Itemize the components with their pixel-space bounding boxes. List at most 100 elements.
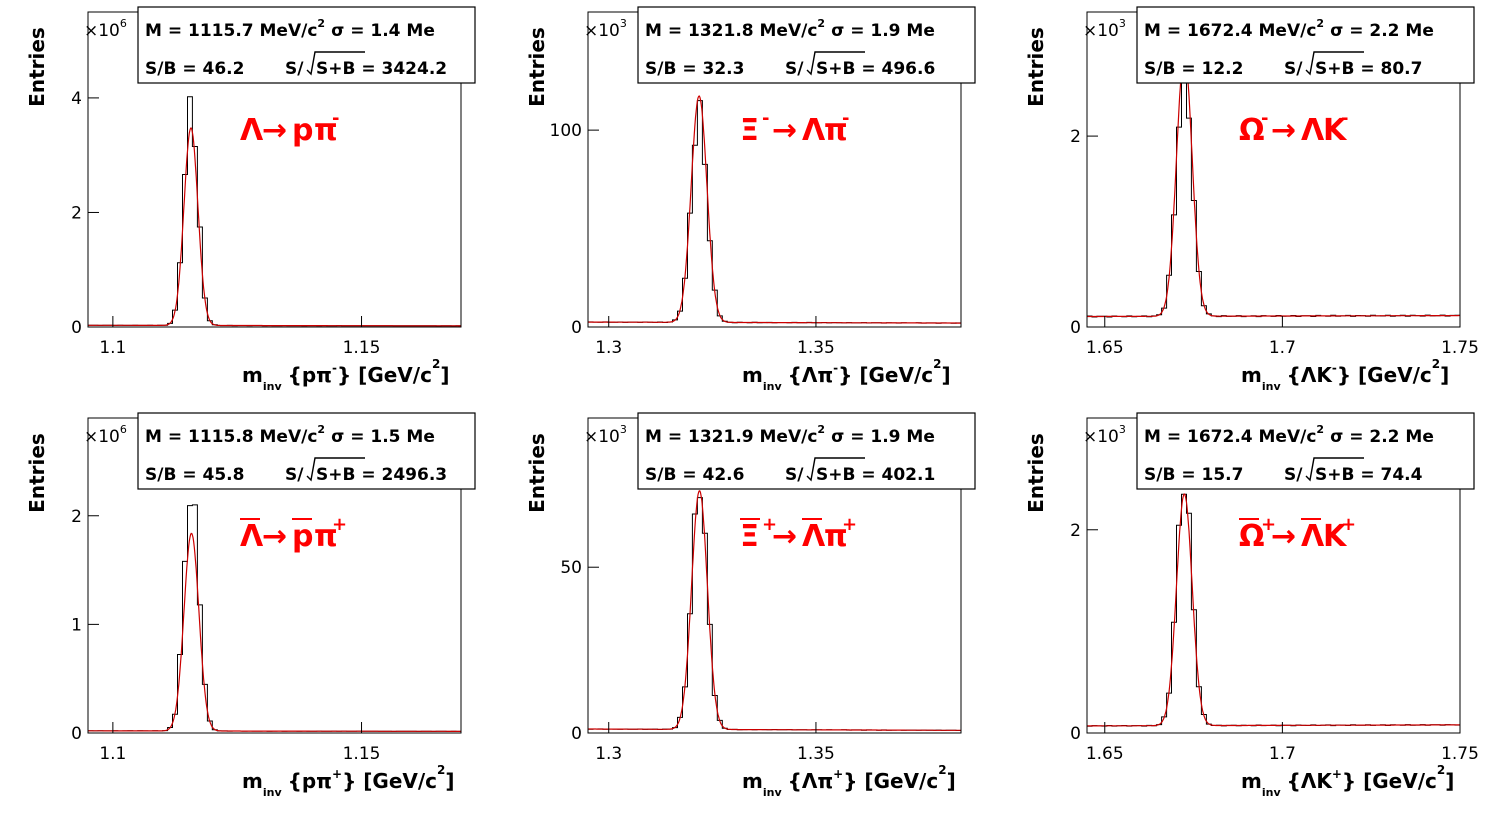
stats-line-mass: M = 1115.8 MeV/c2 σ = 1.5 Me bbox=[145, 423, 435, 447]
stats-box: M = 1321.8 MeV/c2 σ = 1.9 MeS/B = 32.3 S/S… bbox=[637, 6, 976, 84]
exponent-label: ×103 bbox=[1083, 423, 1126, 447]
x-axis-power: 2 bbox=[437, 763, 445, 777]
decay-mother: Ω bbox=[1239, 519, 1265, 554]
sqrt-sign bbox=[306, 457, 365, 482]
sqrt-sign bbox=[806, 457, 865, 482]
x-tick-label: 1.7 bbox=[1269, 338, 1296, 358]
x-tick-label: 1.65 bbox=[1086, 744, 1124, 764]
x-axis-sub: inv bbox=[1262, 786, 1282, 799]
stats-sigma: σ = 1.4 Me bbox=[331, 21, 435, 41]
stats-box: M = 1115.8 MeV/c2 σ = 1.5 Me S/B = 45.8 S/S… bbox=[137, 412, 476, 490]
decay-daughter-charge: - bbox=[1341, 108, 1348, 129]
stats-sigma: σ = 1.9 Me bbox=[831, 21, 935, 41]
stats-box-frame bbox=[137, 6, 476, 84]
x-axis-close: ] bbox=[1440, 363, 1449, 387]
decay-label: Ω- → ΛK- bbox=[1239, 108, 1348, 148]
y-axis-label: Entries bbox=[25, 433, 49, 513]
decay-label: Ω+→ ΛK+ bbox=[1239, 514, 1356, 554]
x-axis-arg: {ΛK bbox=[1287, 769, 1334, 793]
x-tick-label: 1.35 bbox=[797, 744, 835, 764]
decay-arrow: → bbox=[1271, 519, 1296, 554]
stats-significance: S+B = 2496.3 bbox=[316, 465, 447, 485]
stats-box: M = 1672.4 MeV/c2 σ = 2.2 MeS/B = 15.7 S/S… bbox=[1136, 412, 1475, 490]
x-tick-label: 1.75 bbox=[1441, 338, 1479, 358]
x-axis-charge: - bbox=[833, 361, 838, 375]
sqrt-sign bbox=[1305, 457, 1364, 482]
stats-sigma: σ = 2.2 Me bbox=[1330, 427, 1434, 447]
decay-daughter-1: p bbox=[292, 519, 313, 554]
x-axis-label: minv {pπ+} [GeV/c2] bbox=[242, 763, 455, 799]
x-axis-sub: inv bbox=[263, 786, 283, 799]
x-axis-close: ] bbox=[440, 363, 449, 387]
stats-significance-prefix: S/ bbox=[1284, 465, 1303, 485]
stats-significance-prefix: S/ bbox=[785, 465, 804, 485]
x-axis-close: ] bbox=[941, 363, 950, 387]
fit-curve bbox=[588, 490, 961, 731]
stats-line-mass: M = 1672.4 MeV/c2 σ = 2.2 Me bbox=[1144, 423, 1434, 447]
stats-line-sb: S/B = 42.6 bbox=[645, 465, 744, 485]
stats-box-frame bbox=[637, 6, 976, 84]
stats-power: 2 bbox=[1316, 17, 1324, 30]
x-tick-label: 1.3 bbox=[595, 744, 622, 764]
decay-daughter-2: π bbox=[824, 519, 848, 554]
stats-line-mass: M = 1672.4 MeV/c2 σ = 2.2 Me bbox=[1144, 17, 1434, 41]
decay-daughter-2: K bbox=[1323, 113, 1348, 148]
stats-line-mass: M = 1321.9 MeV/c2 σ = 1.9 Me bbox=[645, 423, 935, 447]
x-axis-sub: inv bbox=[763, 380, 783, 393]
x-axis-unit: } [GeV/c bbox=[1337, 363, 1432, 387]
fit-curve bbox=[1087, 493, 1460, 727]
stats-line-mass: M = 1115.7 MeV/c2 σ = 1.4 Me bbox=[145, 17, 435, 41]
y-tick-label: 2 bbox=[1070, 127, 1081, 147]
decay-arrow: → bbox=[262, 519, 287, 554]
x-tick-label: 1.15 bbox=[343, 338, 381, 358]
x-tick-label: 1.35 bbox=[797, 338, 835, 358]
decay-mother-charge: - bbox=[1261, 108, 1268, 129]
x-tick-label: 1.3 bbox=[595, 338, 622, 358]
decay-daughter-2: π bbox=[314, 519, 338, 554]
decay-daughter-2: π bbox=[824, 113, 848, 148]
stats-sigma: σ = 1.9 Me bbox=[831, 427, 935, 447]
stats-power: 2 bbox=[1316, 423, 1324, 436]
x-tick-label: 1.7 bbox=[1269, 744, 1296, 764]
x-axis-charge: + bbox=[1332, 767, 1342, 781]
x-axis-label: minv {ΛK+} [GeV/c2] bbox=[1241, 763, 1454, 799]
x-tick-label: 1.65 bbox=[1086, 338, 1124, 358]
x-axis-sub: inv bbox=[1262, 380, 1282, 393]
x-axis-unit: } [GeV/c bbox=[1342, 769, 1437, 793]
fit-curve bbox=[588, 95, 961, 324]
x-axis-unit: } [GeV/c bbox=[337, 363, 432, 387]
x-tick-label: 1.75 bbox=[1441, 744, 1479, 764]
stats-sigma: σ = 1.5 Me bbox=[331, 427, 435, 447]
x-axis-power: 2 bbox=[933, 357, 941, 371]
stats-significance-prefix: S/ bbox=[285, 465, 304, 485]
y-axis-label: Entries bbox=[1024, 433, 1048, 513]
sqrt-sign bbox=[306, 51, 365, 76]
y-tick-label: 0 bbox=[1070, 724, 1081, 744]
decay-daughter-1: Λ bbox=[802, 113, 826, 148]
decay-label: Ξ - → Λπ- bbox=[740, 108, 849, 148]
x-axis-arg: {ΛK bbox=[1287, 363, 1334, 387]
stats-line-sb: S/B = 45.8 bbox=[145, 465, 244, 485]
decay-daughter-charge: - bbox=[332, 108, 339, 129]
x-axis-unit: } [GeV/c bbox=[843, 769, 938, 793]
decay-arrow: → bbox=[772, 519, 797, 554]
fit-curve bbox=[88, 532, 461, 732]
stats-box-frame bbox=[637, 412, 976, 490]
decay-daughter-charge: + bbox=[1341, 514, 1356, 535]
histogram bbox=[1086, 57, 1460, 327]
decay-daughter-1: Λ bbox=[802, 519, 826, 554]
stats-significance: S+B = 402.1 bbox=[816, 465, 935, 485]
exponent-label: ×106 bbox=[84, 17, 127, 41]
decay-mother-charge: + bbox=[1261, 514, 1276, 535]
stats-significance-prefix: S/ bbox=[1284, 59, 1303, 79]
x-axis-power: 2 bbox=[1432, 357, 1440, 371]
x-axis-label: minv {Λπ-} [GeV/c2] bbox=[742, 357, 951, 393]
stats-box-frame bbox=[137, 412, 476, 490]
exponent-label: ×106 bbox=[84, 423, 127, 447]
decay-arrow: → bbox=[262, 113, 287, 148]
